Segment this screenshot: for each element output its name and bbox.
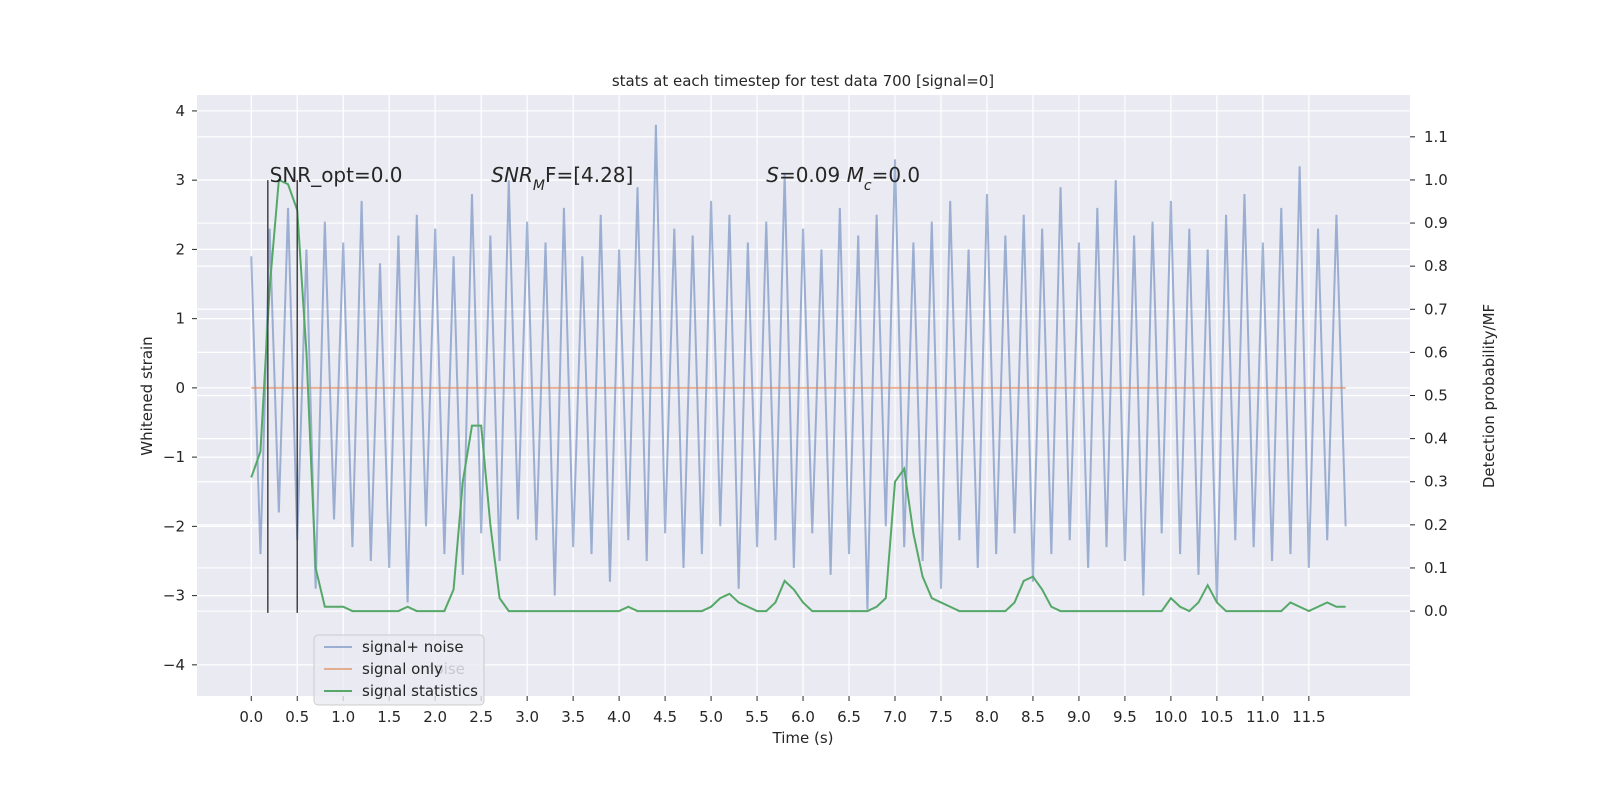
y-tick-label: 3 (175, 171, 185, 189)
x-tick-label: 5.5 (745, 708, 769, 726)
y2-tick-label: 0.8 (1424, 257, 1448, 275)
y2-tick-label: 0.1 (1424, 559, 1448, 577)
x-tick-label: 2.0 (423, 708, 447, 726)
x-tick-label: 11.0 (1246, 708, 1279, 726)
annotation-part: M (533, 178, 545, 194)
annotation: S=0.09 Mc=0.0 (766, 163, 920, 194)
annotation: SNRMF=[4.28] (491, 163, 633, 194)
y-tick-label: −2 (163, 517, 185, 535)
series-line (250, 178, 1346, 613)
y-tick-label: 2 (175, 240, 185, 258)
y-tick-label: 1 (175, 310, 185, 328)
annotation-part: =0.09 (779, 163, 847, 187)
y-tick-label: −3 (163, 587, 185, 605)
x-tick-label: 7.5 (929, 708, 953, 726)
y2-tick-label: 0.3 (1424, 473, 1448, 491)
x-tick-label: 3.5 (561, 708, 585, 726)
x-tick-label: 8.0 (975, 708, 999, 726)
y-tick-label: −1 (163, 448, 185, 466)
y2-tick-label: 0.5 (1424, 387, 1448, 405)
x-tick-label: 9.5 (1113, 708, 1137, 726)
x-tick-label: 10.0 (1154, 708, 1187, 726)
annotation-part: M (847, 163, 864, 187)
x-tick-label: 1.0 (331, 708, 355, 726)
y2-tick-label: 1.0 (1424, 171, 1448, 189)
x-tick-label: 8.5 (1021, 708, 1045, 726)
x-tick-label: 5.0 (699, 708, 723, 726)
annotation-part: c (864, 178, 872, 194)
x-tick-label: 4.0 (607, 708, 631, 726)
legend-hidden-text: noise (425, 660, 465, 678)
y2-tick-label: 0.2 (1424, 516, 1448, 534)
y2-tick-label: 0.4 (1424, 430, 1448, 448)
y2-tick-label: 1.1 (1424, 128, 1448, 146)
legend-label: signal only (362, 660, 443, 678)
x-tick-label: 3.0 (515, 708, 539, 726)
legend: noise signal+ noise signal only signal stat… (313, 634, 485, 706)
y-axis-label: Whitened strain (138, 336, 156, 455)
y2-axis-label: Detection probability/MF (1480, 304, 1498, 488)
y-tick-label: −4 (163, 656, 185, 674)
x-tick-label: 1.5 (377, 708, 401, 726)
x-tick-label: 10.5 (1200, 708, 1233, 726)
x-tick-label: 6.0 (791, 708, 815, 726)
annotation-part: SNR (491, 163, 533, 187)
annotation-part: F=[4.28] (545, 163, 633, 187)
x-tick-label: 9.0 (1067, 708, 1091, 726)
x-tick-label: 4.5 (653, 708, 677, 726)
chart-title: stats at each timestep for test data 700… (612, 72, 994, 90)
y-tick-label: 4 (175, 102, 185, 120)
annotation: SNR_opt=0.0 (270, 163, 403, 187)
legend-label: signal statistics (362, 682, 478, 700)
x-tick-label: 6.5 (837, 708, 861, 726)
legend-box (313, 634, 485, 706)
x-tick-label: 0.5 (285, 708, 309, 726)
x-tick-label: 7.0 (883, 708, 907, 726)
y-tick-label: 0 (175, 379, 185, 397)
annotation-part: SNR_opt=0.0 (270, 163, 403, 187)
x-axis-label: Time (s) (772, 729, 834, 747)
x-tick-label: 11.5 (1292, 708, 1325, 726)
y2-tick-label: 0.7 (1424, 300, 1448, 318)
y2-tick-label: 0.6 (1424, 343, 1448, 361)
y2-tick-label: 0.0 (1424, 602, 1448, 620)
series-line (250, 124, 1347, 610)
annotation-part: S (766, 163, 779, 187)
annotation-part: =0.0 (872, 163, 921, 187)
y2-tick-label: 0.9 (1424, 214, 1448, 232)
x-tick-label: 0.0 (239, 708, 263, 726)
legend-label: signal+ noise (362, 638, 464, 656)
x-tick-label: 2.5 (469, 708, 493, 726)
